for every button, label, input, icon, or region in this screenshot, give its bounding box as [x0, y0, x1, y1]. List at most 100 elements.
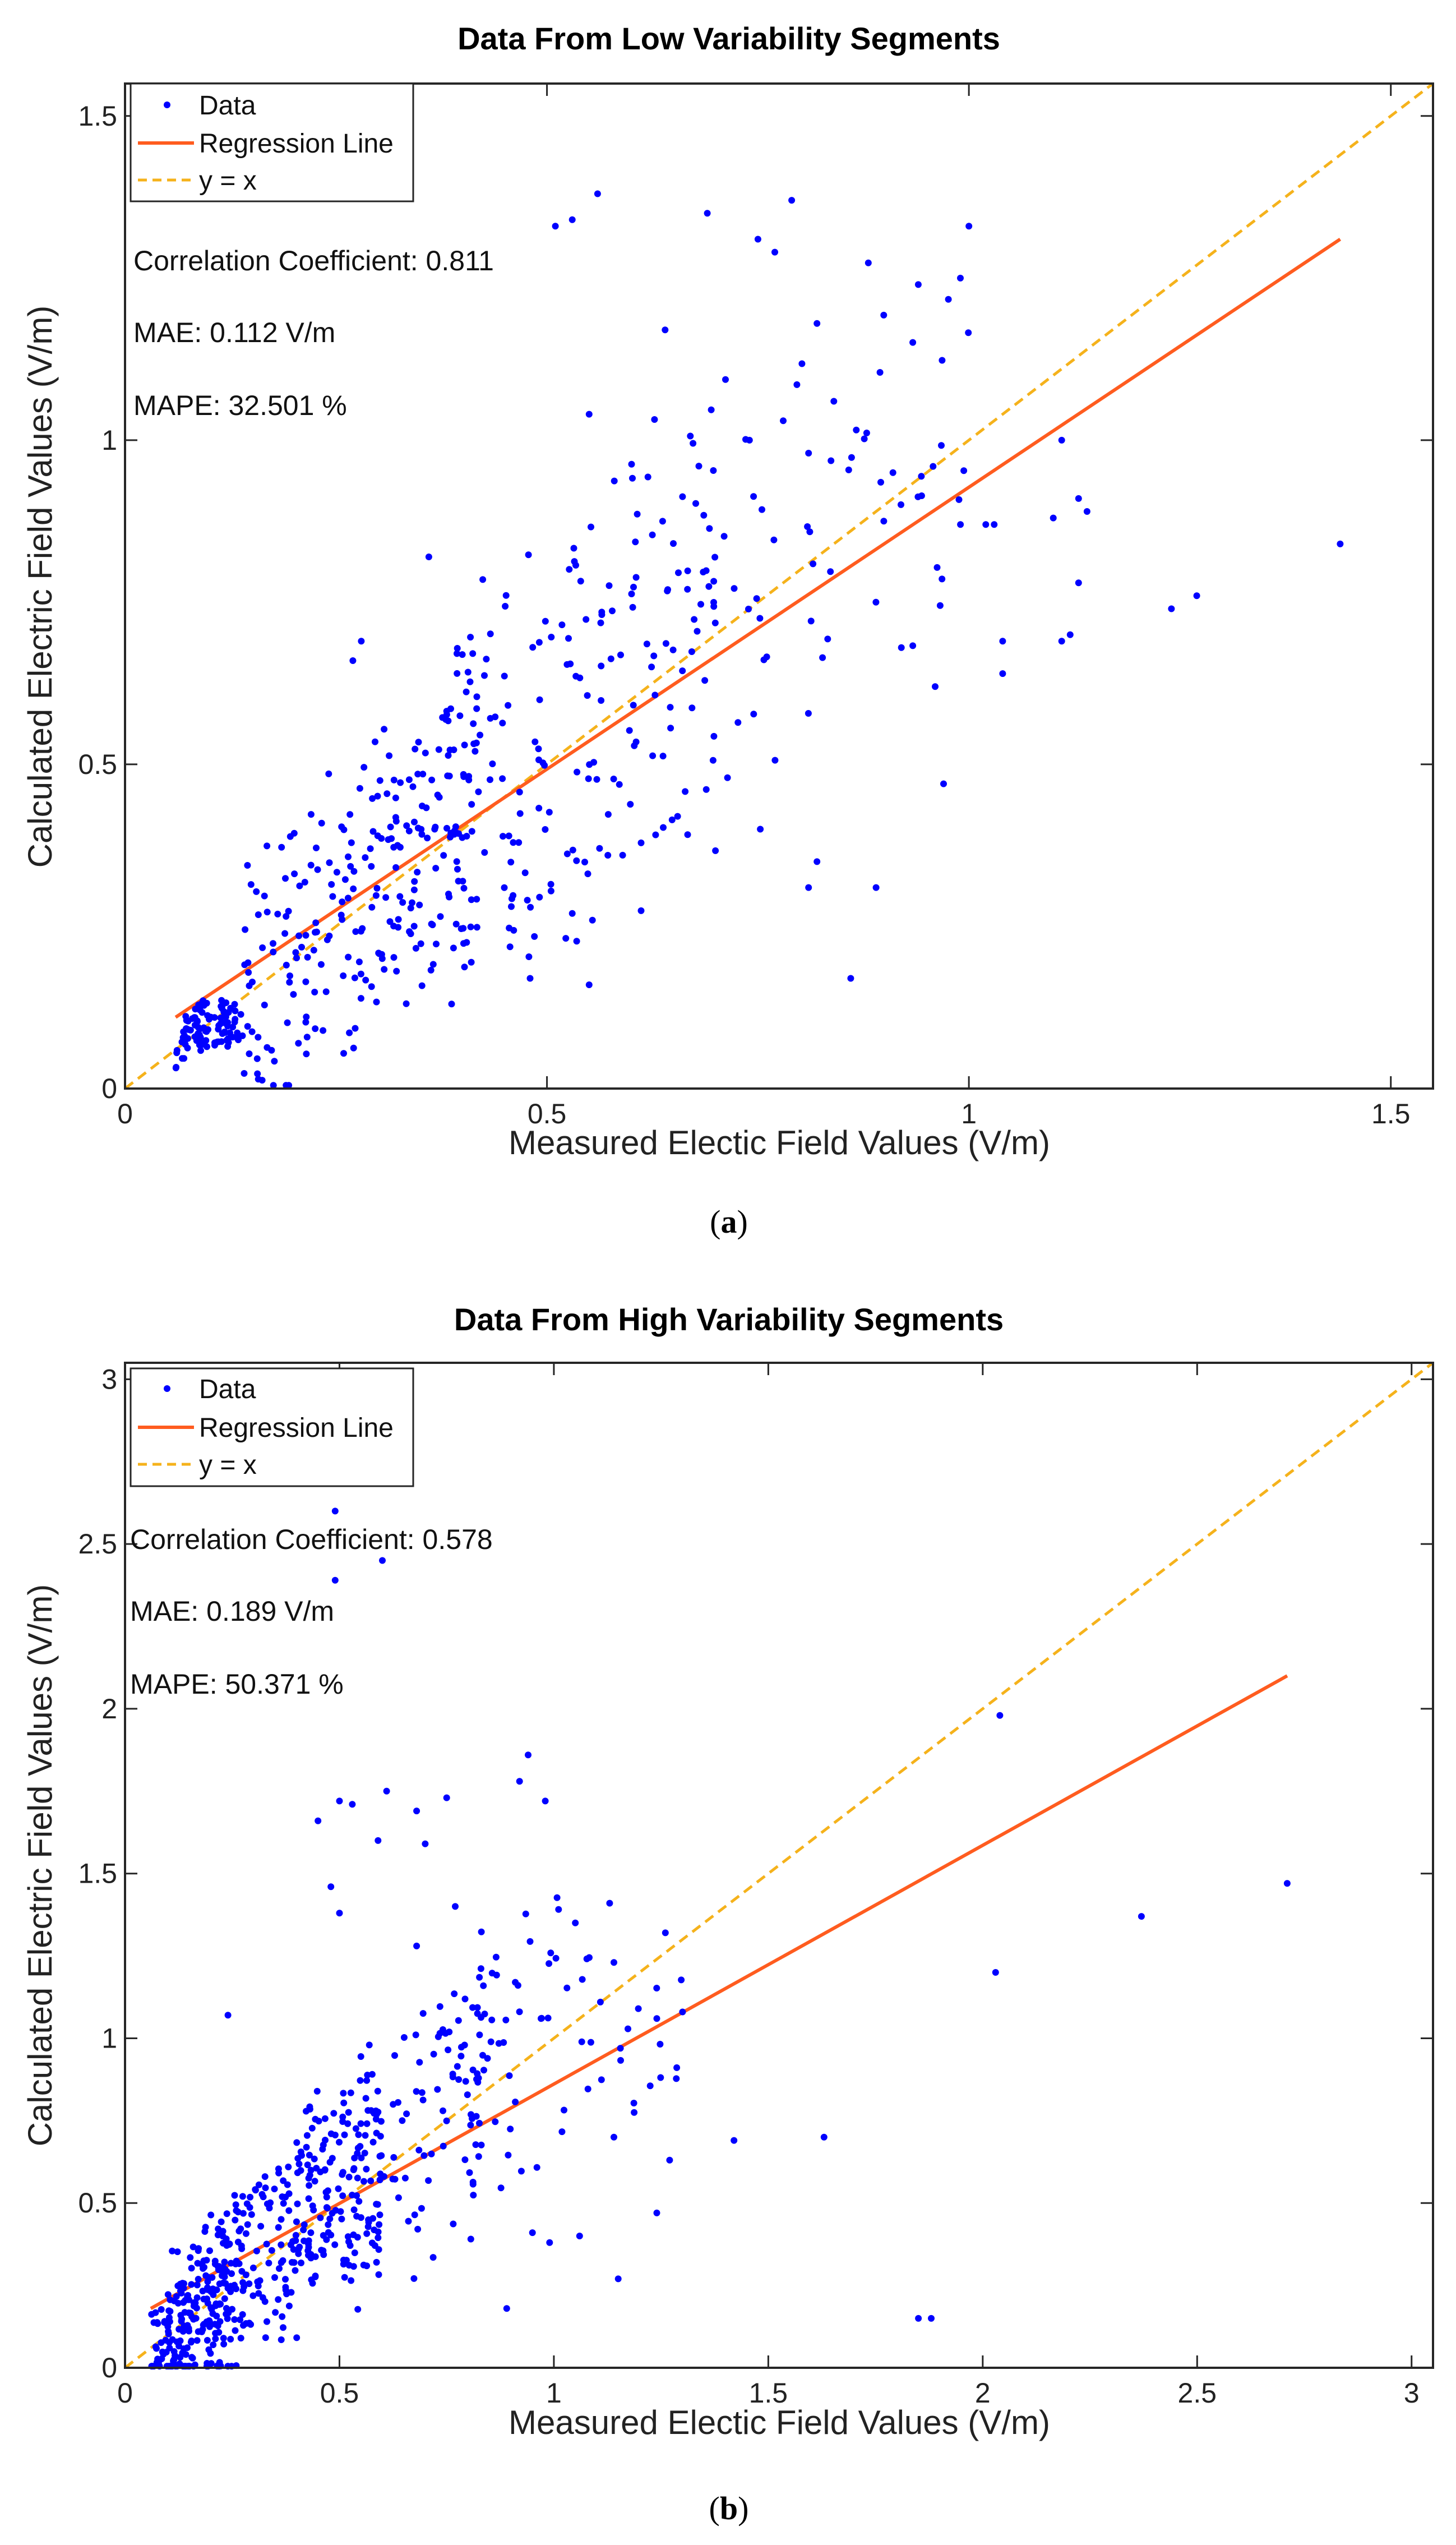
data-point: [211, 1041, 218, 1049]
data-point: [152, 2309, 159, 2316]
data-point: [216, 2280, 223, 2288]
data-point: [317, 2214, 324, 2221]
data-point: [578, 2038, 585, 2045]
data-point: [454, 650, 460, 657]
data-point: [499, 720, 506, 727]
data-point: [828, 457, 835, 464]
data-point: [264, 2318, 270, 2325]
data-point: [425, 554, 432, 560]
data-point: [463, 688, 470, 695]
data-point: [280, 2324, 286, 2331]
data-point: [270, 940, 276, 947]
data-point: [232, 2327, 239, 2334]
data-point: [392, 864, 400, 871]
data-point: [221, 1019, 228, 1026]
data-point: [965, 223, 973, 230]
data-point: [249, 979, 256, 985]
data-point: [439, 714, 446, 721]
data-point: [339, 916, 346, 923]
data-point: [235, 1036, 242, 1044]
data-point: [348, 2277, 355, 2284]
data-point: [339, 2192, 346, 2200]
data-point: [355, 958, 363, 966]
data-point: [279, 2193, 286, 2200]
data-point: [827, 568, 834, 575]
chart-b-identity-line-group: [124, 1362, 1434, 2369]
data-point: [754, 236, 761, 243]
data-point: [174, 2248, 181, 2256]
data-point: [274, 910, 281, 918]
data-point: [247, 2193, 254, 2201]
data-point: [263, 2240, 270, 2248]
data-point: [468, 958, 475, 966]
data-point: [461, 1995, 469, 2003]
x-tick-label: 2.5: [1178, 2377, 1217, 2409]
data-point: [302, 978, 309, 985]
data-point: [413, 2088, 420, 2095]
chart-a-title: Data From Low Variability Segments: [457, 21, 1000, 56]
data-point: [565, 635, 572, 642]
data-point: [271, 1058, 278, 1065]
data-point: [478, 2141, 485, 2149]
data-point: [382, 894, 390, 901]
data-point: [315, 1817, 322, 1824]
data-point: [694, 628, 701, 635]
data-point: [443, 2117, 450, 2124]
data-point: [412, 745, 419, 753]
data-point: [241, 1070, 248, 1077]
data-point: [710, 578, 718, 585]
data-point: [712, 847, 719, 854]
y-tick-label: 1.5: [78, 1858, 117, 1889]
data-point: [583, 616, 590, 623]
data-point: [222, 2280, 229, 2287]
data-point: [279, 2313, 286, 2320]
data-point: [771, 248, 778, 256]
data-point: [525, 551, 532, 559]
data-point: [373, 2258, 380, 2266]
data-point: [401, 2174, 409, 2182]
data-point: [317, 961, 325, 968]
data-point: [383, 790, 391, 797]
data-point: [354, 2174, 361, 2182]
data-point: [845, 466, 852, 473]
data-point: [331, 2132, 339, 2138]
data-point: [660, 824, 667, 831]
data-point: [204, 1012, 211, 1019]
data-point: [651, 416, 658, 423]
data-point: [488, 1970, 496, 1977]
data-point: [351, 2249, 358, 2256]
data-point: [202, 2272, 210, 2279]
data-point: [372, 892, 380, 899]
data-point: [538, 2015, 544, 2022]
data-point: [648, 663, 655, 671]
data-point: [561, 2106, 567, 2114]
chart-a-y-axis-label: Calculated Electric Field Values (V/m): [21, 306, 59, 868]
data-point: [745, 606, 752, 612]
data-point: [643, 640, 650, 648]
data-point: [195, 2276, 202, 2283]
data-point: [468, 801, 475, 808]
data-point: [381, 726, 388, 733]
data-point: [630, 2100, 637, 2106]
data-point: [731, 2137, 738, 2144]
chart-a-regression-line-group: [174, 237, 1342, 1019]
data-point: [374, 2201, 381, 2208]
data-point: [652, 831, 659, 838]
data-point: [475, 2153, 482, 2160]
data-point: [526, 1938, 534, 1945]
data-point: [625, 2025, 631, 2032]
data-point: [204, 2295, 210, 2303]
data-point: [525, 953, 533, 960]
data-point: [436, 794, 443, 801]
data-point: [341, 2131, 348, 2138]
data-point: [317, 2168, 324, 2175]
data-point: [326, 2215, 334, 2223]
data-point: [805, 710, 812, 717]
data-point: [579, 1976, 586, 1983]
data-point: [271, 2186, 278, 2193]
data-point: [285, 907, 292, 915]
data-point: [193, 2337, 201, 2344]
data-point: [684, 567, 691, 574]
data-point: [649, 531, 656, 538]
data-point: [577, 578, 584, 585]
